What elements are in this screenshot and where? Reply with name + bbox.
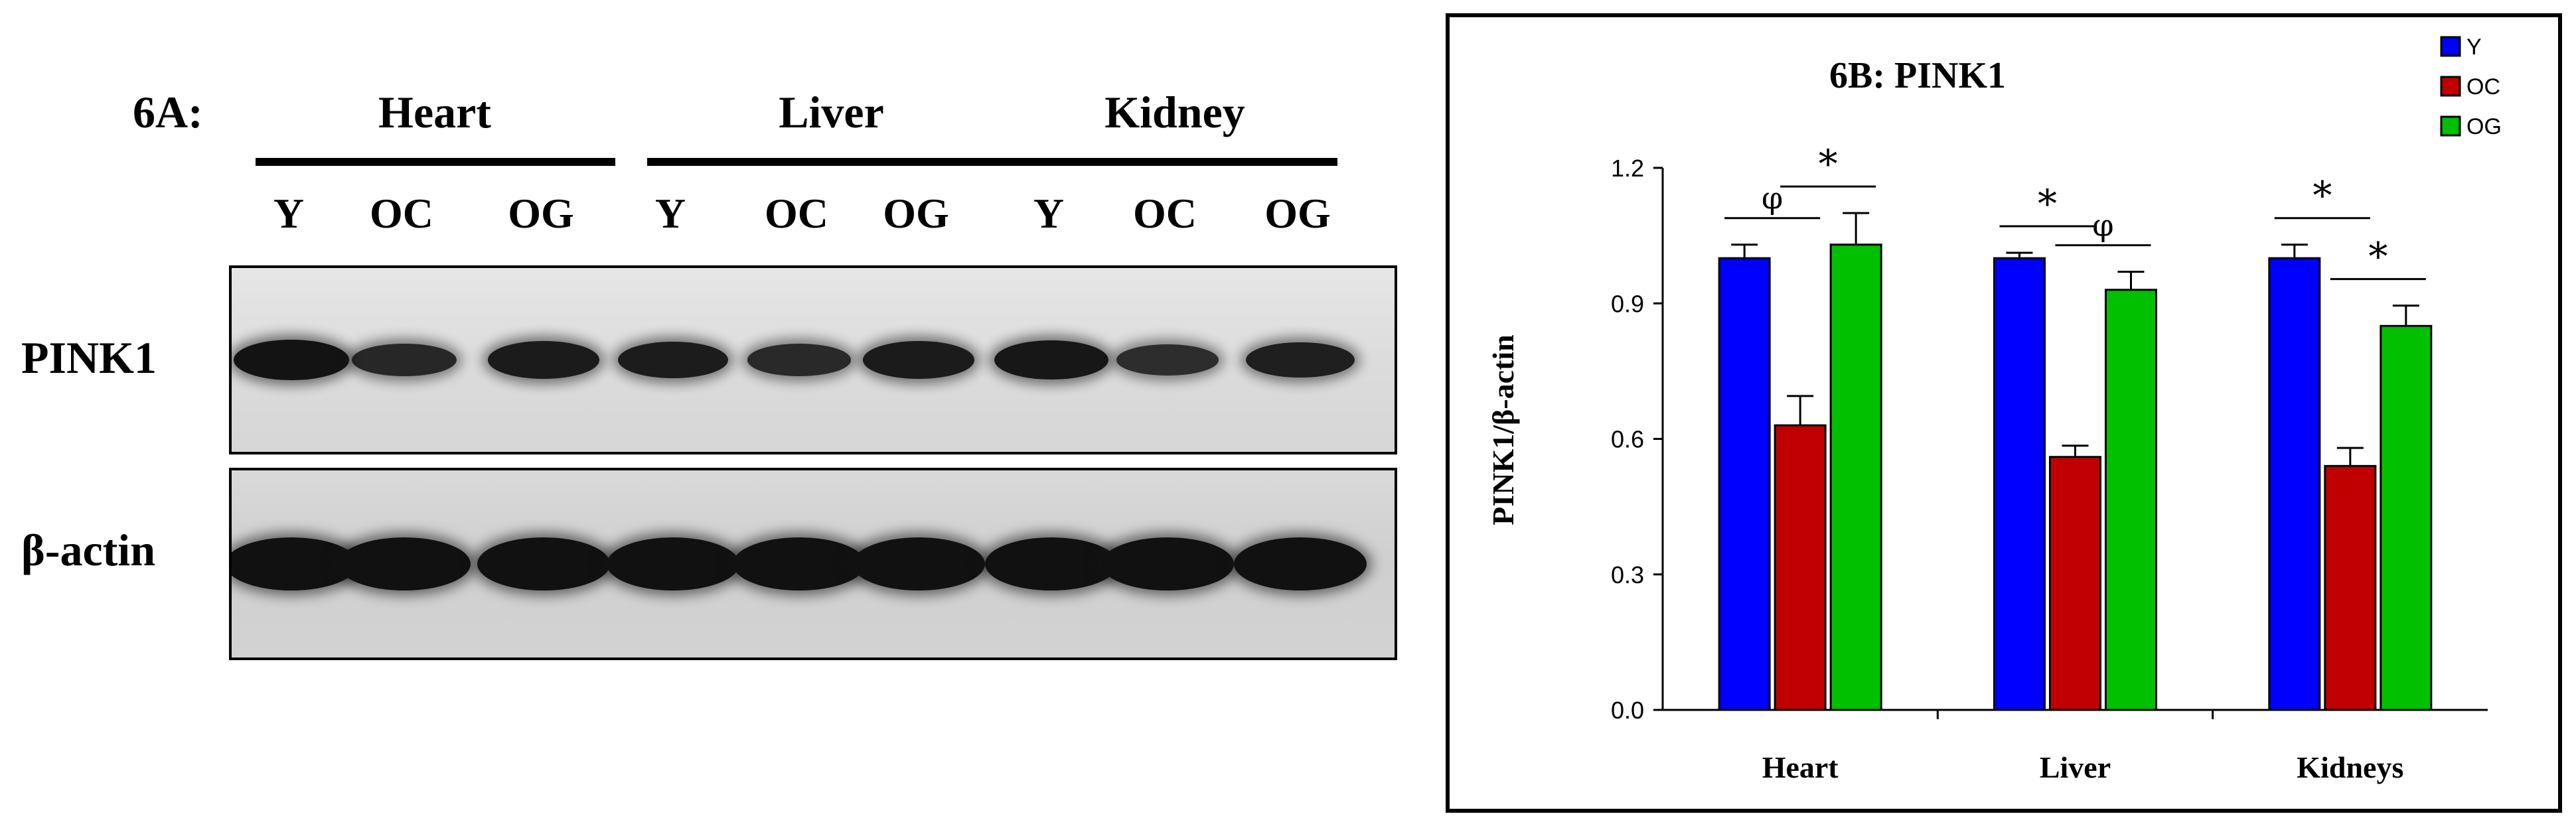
actin-band	[852, 537, 985, 590]
significance-marker: φ	[1762, 180, 1783, 216]
legend-swatch-oc	[2440, 76, 2461, 97]
lane-label: OG	[1264, 190, 1331, 237]
actin-band	[733, 537, 866, 590]
bar-y	[2268, 257, 2321, 711]
lane-label: Y	[1033, 190, 1065, 237]
significance-marker: *	[1819, 141, 1838, 186]
pink1-band	[747, 344, 851, 376]
actin-blot-strip	[229, 468, 1397, 660]
bar-og	[2380, 324, 2433, 711]
y-tick-label: 0.9	[1611, 290, 1644, 317]
bar-og	[1829, 243, 1882, 711]
x-category-label: Liver	[2040, 750, 2111, 784]
pink1-bar-chart: 6B: PINK1 PINK1/β-actin 0.0 0.3 0.6 0.9 1.2 H…	[1486, 35, 2502, 784]
legend-label-og: OG	[2466, 114, 2502, 139]
y-tick-label: 0.0	[1611, 697, 1644, 724]
pink1-band	[618, 341, 728, 378]
bar-oc	[2049, 456, 2101, 711]
lane-label: OG	[883, 190, 949, 237]
pink1-blot-strip	[229, 265, 1397, 454]
chart-frame	[1446, 13, 2562, 813]
x-category-label: Kidneys	[2297, 750, 2403, 784]
tissue-label-liver: Liver	[779, 87, 884, 137]
y-tick-label: 0.6	[1611, 426, 1644, 453]
lane-label: Y	[273, 190, 305, 237]
legend-swatch-y	[2440, 36, 2461, 57]
pink1-band	[1116, 344, 1219, 376]
y-axis-label: PINK1/β-actin	[1486, 334, 1520, 525]
legend: Y OC OG	[2440, 35, 2502, 139]
lane-label: OG	[508, 190, 574, 237]
kidney-group-underline	[1012, 158, 1337, 166]
actin-band	[338, 537, 471, 590]
legend-swatch-og	[2440, 115, 2461, 137]
tissue-label-kidney: Kidney	[1104, 87, 1245, 137]
y-tick-label: 0.3	[1611, 561, 1644, 588]
significance-marker: *	[2038, 181, 2057, 226]
legend-label-y: Y	[2466, 35, 2482, 60]
liver-group-underline	[647, 158, 1016, 166]
tissue-label-heart: Heart	[378, 87, 491, 137]
significance-marker: *	[2312, 173, 2332, 218]
pink1-band	[1246, 342, 1355, 378]
y-tick-label: 1.2	[1611, 155, 1644, 182]
actin-band	[607, 537, 739, 590]
bar-og	[2105, 289, 2157, 711]
x-category-label: Heart	[1762, 750, 1839, 784]
significance-marker: φ	[2092, 208, 2113, 243]
pink1-band	[488, 341, 599, 379]
blot-panel-label: 6A:	[133, 87, 203, 137]
lane-label: OC	[765, 190, 828, 237]
actin-band	[477, 537, 610, 590]
bar-y	[1993, 257, 2046, 711]
legend-label-oc: OC	[2466, 74, 2500, 100]
heart-group-underline	[256, 158, 615, 166]
pink1-band	[994, 340, 1108, 380]
pink1-row-label: PINK1	[21, 332, 157, 383]
chart-title: 6B: PINK1	[1829, 55, 2006, 96]
actin-band	[985, 537, 1118, 590]
plot-area: 0.0 0.3 0.6 0.9 1.2 Heart Liver Kidneys φ * * φ * *	[1611, 141, 2488, 784]
bar-oc	[1774, 424, 1827, 711]
pink1-band	[234, 340, 349, 380]
pink1-band	[863, 341, 974, 379]
bar-oc	[2324, 464, 2377, 711]
lane-label: Y	[654, 190, 686, 237]
actin-band	[1234, 537, 1367, 590]
actin-row-label: β-actin	[21, 525, 156, 575]
actin-band	[1101, 537, 1234, 590]
lane-label: OC	[370, 190, 433, 237]
pink1-band	[352, 343, 457, 377]
significance-marker: *	[2368, 234, 2387, 279]
bar-y	[1718, 257, 1771, 711]
actin-band	[232, 537, 358, 590]
lane-label: OC	[1133, 190, 1197, 237]
